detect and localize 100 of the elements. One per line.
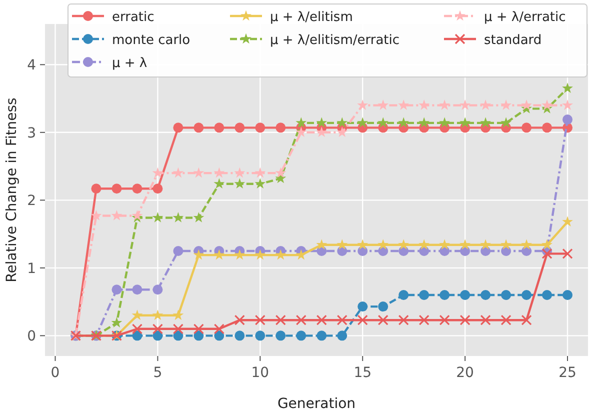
point [521, 314, 532, 326]
x-tick-label: 20 [456, 365, 474, 381]
point [460, 117, 471, 128]
point [173, 246, 184, 256]
point [172, 310, 184, 320]
point [522, 122, 532, 133]
point [501, 290, 512, 300]
point [111, 210, 122, 220]
point [542, 290, 552, 300]
point [521, 100, 532, 110]
point [173, 122, 184, 133]
point [562, 290, 573, 300]
y-tick-label: 0 [27, 328, 36, 345]
point [296, 117, 307, 128]
point [418, 117, 430, 128]
point [214, 122, 224, 133]
point [254, 178, 266, 189]
point [296, 126, 307, 138]
point [357, 239, 368, 250]
point [336, 239, 348, 250]
point [419, 290, 430, 300]
point [152, 167, 164, 178]
point [418, 314, 430, 326]
point [234, 330, 245, 341]
x-tick-label: 5 [153, 365, 162, 381]
point [378, 117, 389, 128]
point [296, 249, 307, 260]
x-tick-label: 0 [50, 365, 60, 381]
point [172, 167, 184, 178]
point [500, 314, 512, 326]
point [378, 302, 388, 312]
point [337, 330, 348, 341]
point [275, 249, 286, 260]
point [357, 314, 368, 326]
point [562, 82, 573, 94]
x-tick-label: 15 [354, 365, 372, 381]
point [132, 184, 142, 194]
point [480, 117, 492, 128]
y-tick-label: 4 [27, 58, 36, 74]
point [296, 314, 306, 326]
point [378, 314, 388, 326]
point [542, 248, 552, 259]
point [234, 249, 246, 260]
point [132, 324, 143, 334]
point [336, 126, 348, 138]
point [398, 314, 409, 326]
point [194, 122, 204, 133]
point [193, 249, 204, 260]
point [460, 239, 471, 250]
point [275, 167, 286, 178]
point [542, 122, 552, 133]
point [398, 100, 410, 110]
x-tick-label: 10 [251, 365, 270, 381]
point [500, 117, 512, 128]
point [254, 314, 266, 326]
point [439, 239, 450, 250]
point [214, 167, 225, 178]
point [254, 249, 266, 260]
point [460, 290, 470, 300]
point [152, 324, 163, 334]
point [152, 184, 163, 194]
point [439, 314, 450, 326]
point [255, 330, 266, 341]
point [336, 117, 348, 128]
point [398, 117, 410, 128]
point [378, 239, 389, 250]
point [542, 239, 552, 250]
point [90, 210, 102, 220]
point [214, 324, 224, 334]
point [562, 100, 573, 110]
point [418, 239, 430, 250]
point [480, 290, 491, 300]
point [357, 100, 368, 110]
legend-label: monte carlo [112, 33, 190, 48]
legend-label: standard [484, 33, 542, 48]
point [276, 330, 286, 341]
point [112, 184, 122, 194]
point [276, 122, 286, 133]
point [480, 100, 492, 110]
point [234, 167, 246, 178]
point [316, 239, 328, 250]
point [440, 290, 450, 300]
point [112, 284, 122, 295]
point [296, 330, 306, 341]
y-axis-title: Relative Change in Fitness [4, 98, 20, 282]
point [172, 324, 184, 334]
point [398, 239, 410, 250]
point [132, 310, 143, 320]
point [460, 314, 470, 326]
point [193, 212, 204, 222]
point [254, 167, 266, 178]
legend-label: μ + λ/elitism [270, 10, 353, 25]
point [480, 314, 491, 326]
point [214, 249, 225, 260]
point [255, 122, 266, 133]
point [91, 184, 102, 194]
point [522, 290, 532, 300]
point [500, 239, 512, 250]
point [500, 100, 512, 110]
point [357, 117, 368, 128]
